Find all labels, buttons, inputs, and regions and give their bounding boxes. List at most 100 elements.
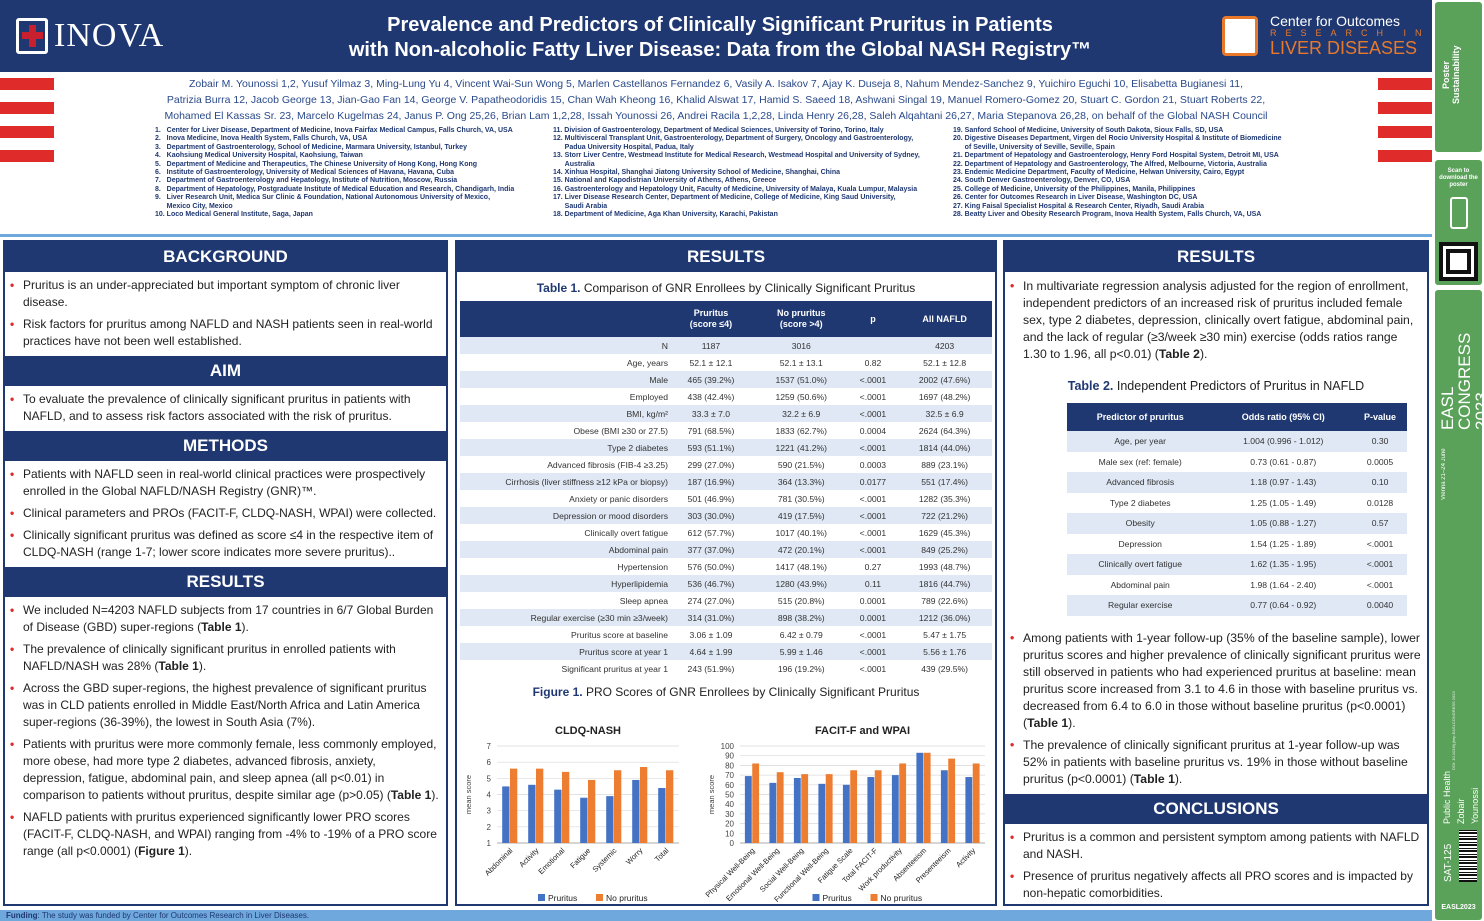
table-cell: 314 (31.0%) — [668, 609, 754, 626]
table-row: Regular exercise (≥30 min ≥3/week) 314 (3… — [460, 609, 992, 626]
table-cell: N — [460, 337, 668, 354]
affiliation-item: 16. Gastroenterology and Hepatology Unit… — [553, 185, 918, 193]
scan-text: Scan to download the poster — [1439, 168, 1478, 188]
table-row: Male 465 (39.2%) 1537 (51.0%) <.0001 2002 (4… — [460, 371, 992, 388]
y-tick-label: 7 — [487, 742, 492, 751]
conclusions-list: Pruritus is a common and persistent symp… — [1005, 829, 1427, 902]
legend-swatch — [812, 894, 820, 901]
table-cell: <.0001 — [859, 663, 887, 674]
table-cell: <.0001 — [859, 391, 887, 402]
table-row: Regular exercise 0.77 (0.64 - 0.92) 0.0040 — [1067, 595, 1407, 616]
bullet-reference: Table 1 — [158, 659, 199, 673]
easl-dates: Vienna 21–24 June — [1441, 448, 1447, 500]
affiliation-item: 23. Endemic Medicine Department, Faculty… — [953, 169, 1245, 177]
column-header: All NAFLD — [897, 301, 992, 337]
y-axis-label: mean score — [707, 775, 716, 814]
bullet-text: Patients with pruritus were more commonl… — [23, 737, 437, 802]
affiliations-column-3: 19. Sanford School of Medicine, Universi… — [953, 127, 1315, 219]
bar-pruritus — [916, 752, 924, 843]
affiliation-item: 5. Department of Medicine and Therapeuti… — [155, 160, 478, 168]
para1-end: ). — [1199, 347, 1208, 361]
methods-heading: METHODS — [5, 431, 446, 461]
y-tick-label: 100 — [721, 742, 735, 751]
bullet-text: ). — [241, 620, 249, 634]
affiliation-item: 24. South Denver Gastroenterology, Denve… — [953, 177, 1131, 185]
table-cell: 1017 (40.1%) — [775, 527, 828, 538]
table-cell: Male — [460, 371, 668, 388]
table-cell: 419 (17.5%) — [753, 507, 849, 524]
bullet-item: We included N=4203 NAFLD subjects from 1… — [5, 602, 440, 636]
phone-icon — [1449, 197, 1468, 229]
sustainability-badge[interactable]: Poster Sustainability — [1435, 2, 1482, 152]
bar-no-pruritus — [640, 767, 648, 843]
chart-title: CLDQ-NASH — [555, 725, 621, 737]
affiliation-item: 21. Department of Hepatology and Gastroe… — [953, 152, 1279, 160]
table-cell: Clinically overt fatigue — [1067, 554, 1214, 575]
table-row: Age, per year 1.004 (0.996 - 1.012) 0.30 — [1067, 431, 1407, 452]
table-cell: 5.56 ± 1.76 — [897, 643, 992, 660]
x-tick-label: Activity — [517, 846, 540, 869]
table-cell: 0.0005 — [1366, 456, 1394, 467]
column-header: Predictor of pruritus — [1067, 403, 1214, 431]
inova-cross-icon — [16, 18, 48, 54]
para2-end: ). — [1068, 715, 1076, 730]
bar-pruritus — [940, 770, 948, 843]
bullet-text: ). — [184, 844, 193, 858]
bullet-item: Pruritus is a common and persistent symp… — [1005, 829, 1421, 863]
bar-no-pruritus — [850, 770, 858, 843]
table-cell: 789 (22.6%) — [921, 595, 969, 606]
table-cell: Regular exercise (≥30 min ≥3/week) — [460, 609, 668, 626]
right-sidebar: Poster Sustainability Scan to download t… — [1432, 0, 1484, 921]
table-row: Depression 1.54 (1.25 - 1.89) <.0001 — [1067, 534, 1407, 555]
table-cell: Hypertension — [617, 561, 668, 572]
content-frame — [0, 234, 1432, 910]
para3-ref: Table 1 — [1133, 771, 1175, 786]
table-cell: 472 (20.1%) — [753, 541, 849, 558]
x-tick-label: Fatigue — [568, 846, 592, 870]
table-row: Abdominal pain 377 (37.0%) 472 (20.1%) <.00… — [460, 541, 992, 558]
table-cell: 465 (39.2%) — [668, 371, 754, 388]
table-cell: 501 (46.9%) — [687, 493, 735, 504]
bar-no-pruritus — [536, 768, 544, 843]
table-cell: 5.47 ± 1.75 — [923, 629, 967, 640]
table-cell: 1212 (36.0%) — [897, 609, 992, 626]
barcode-icon — [1459, 830, 1477, 882]
table-cell: 898 (38.2%) — [753, 609, 849, 626]
figure1-title: PRO Scores of GNR Enrollees by Clinicall… — [582, 685, 920, 699]
table-row: Pruritus score at year 1 4.64 ± 1.99 5.99 … — [460, 643, 992, 660]
table-cell: 0.27 — [864, 561, 882, 572]
table-cell: 1280 (43.9%) — [753, 575, 849, 592]
affiliation-item: 25. College of Medicine, University of t… — [953, 185, 1196, 193]
table-cell: Type 2 diabetes — [1109, 497, 1171, 508]
table-cell: <.0001 — [848, 439, 898, 456]
bar-pruritus — [818, 783, 826, 843]
table-row: Anxiety or panic disorders 501 (46.9%) 781… — [460, 490, 992, 507]
poster-code: SAT-125 — [1443, 843, 1454, 882]
table-cell: <.0001 — [848, 371, 898, 388]
easl-year: EASL2023 — [1441, 904, 1476, 911]
affiliation-item: 1. Center for Liver Disease, Department … — [155, 127, 513, 134]
table-cell: Anxiety or panic disorders — [569, 493, 668, 504]
legend-label: Pruritus — [823, 893, 852, 903]
right-column: RESULTS In multivariate regression analy… — [1003, 240, 1429, 906]
table-cell: 3016 — [753, 337, 849, 354]
bar-no-pruritus — [899, 763, 907, 843]
table1-title: Comparison of GNR Enrollees by Clinicall… — [580, 281, 916, 295]
scan-download-box[interactable]: Scan to download the poster — [1435, 160, 1482, 285]
results-paragraph-3: The prevalence of clinically significant… — [1005, 737, 1421, 788]
authors-line-2: Patrizia Burra 12, Jacob George 13, Jian… — [166, 94, 1266, 106]
table-cell: Pruritus score at year 1 — [460, 643, 668, 660]
bar-pruritus — [580, 797, 588, 843]
table-cell: 1.62 (1.35 - 1.95) — [1213, 554, 1354, 575]
affiliation-item: 8. Department of Hepatology, Postgraduat… — [155, 185, 515, 193]
affiliation-item: 18. Department of Medicine, Aga Khan Uni… — [553, 211, 778, 219]
table-cell: 0.11 — [848, 575, 898, 592]
table-row: Age, years 52.1 ± 12.1 52.1 ± 13.1 0.82 52.1… — [460, 354, 992, 371]
qr-code-icon[interactable] — [1439, 242, 1478, 281]
results-heading-right: RESULTS — [1005, 242, 1427, 272]
center-for-outcomes-logo: Center for Outcomes RESEARCH IN LIVER DI… — [1222, 14, 1431, 57]
table-cell: 364 (13.3%) — [753, 473, 849, 490]
y-tick-label: 5 — [487, 774, 492, 783]
table-cell: 439 (29.5%) — [921, 663, 969, 674]
sustainability-text: Poster Sustainability — [1441, 45, 1461, 105]
